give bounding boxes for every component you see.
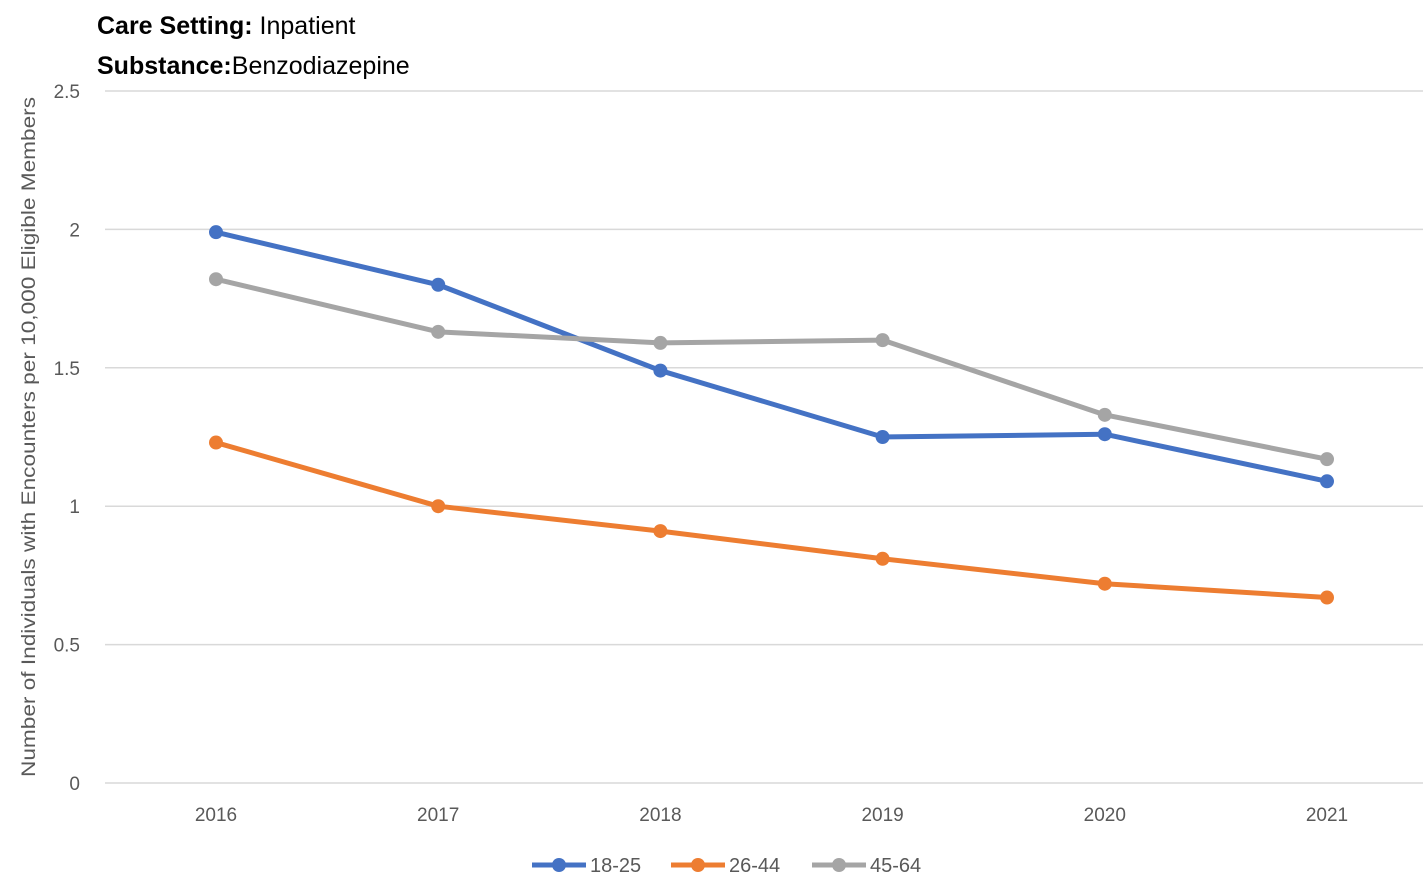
y-axis-ticks: 0 0.5 1 1.5 2 2.5 — [54, 82, 80, 795]
x-tick-label: 2018 — [639, 805, 681, 826]
legend-item-26-44: 26-44 — [671, 855, 780, 874]
legend: 18-25 26-44 45-64 — [532, 855, 921, 874]
data-point-45-64-2021 — [1320, 452, 1334, 467]
substance-row: Substance:Benzodiazepine — [97, 48, 410, 88]
data-point-26-44-2018 — [653, 524, 668, 539]
x-tick-label: 2019 — [861, 805, 903, 826]
legend-swatch-marker — [691, 858, 705, 872]
series-18-25 — [209, 225, 1334, 489]
data-point-26-44-2019 — [875, 551, 890, 566]
series-line-18-25 — [213, 229, 1330, 484]
y-tick-label: 0.5 — [54, 636, 80, 657]
data-point-26-44-2020 — [1097, 576, 1112, 591]
x-axis-ticks: 2016 2017 2018 2019 2020 2021 — [195, 805, 1348, 826]
y-tick-label: 2.5 — [54, 82, 80, 103]
data-point-18-25-2020 — [1097, 427, 1112, 442]
substance-value: Benzodiazepine — [231, 52, 410, 80]
y-axis-label: Number of Individuals with Encounters pe… — [19, 97, 40, 777]
data-point-26-44-2016 — [209, 435, 223, 450]
data-point-18-25-2017 — [431, 277, 446, 292]
series-26-44 — [209, 435, 1334, 605]
data-point-45-64-2020 — [1097, 407, 1112, 422]
y-tick-label: 2 — [69, 220, 80, 241]
y-tick-label: 0 — [69, 774, 80, 795]
data-point-45-64-2016 — [209, 272, 223, 287]
data-point-18-25-2019 — [875, 430, 890, 444]
legend-swatch-marker — [552, 858, 566, 872]
legend-label: 18-25 — [590, 855, 641, 874]
series-line-26-44 — [213, 440, 1330, 601]
x-tick-label: 2021 — [1306, 805, 1348, 826]
data-point-18-25-2016 — [209, 225, 223, 240]
x-tick-label: 2020 — [1084, 805, 1126, 826]
care-setting-row: Care Setting: Inpatient — [97, 8, 410, 48]
chart-header: Care Setting: Inpatient Substance:Benzod… — [97, 8, 410, 88]
series-45-64 — [209, 272, 1334, 467]
data-point-45-64-2018 — [653, 335, 668, 350]
y-tick-label: 1.5 — [54, 359, 80, 380]
data-point-45-64-2019 — [875, 333, 890, 348]
legend-label: 26-44 — [729, 855, 780, 874]
data-point-18-25-2018 — [653, 363, 668, 378]
data-point-26-44-2021 — [1320, 590, 1334, 605]
legend-label: 45-64 — [870, 855, 921, 874]
legend-item-45-64: 45-64 — [812, 855, 921, 874]
data-point-18-25-2021 — [1320, 474, 1334, 489]
legend-item-18-25: 18-25 — [532, 855, 641, 874]
data-point-45-64-2017 — [431, 324, 446, 339]
substance-label: Substance: — [97, 52, 232, 80]
care-setting-value: Inpatient — [259, 12, 356, 40]
care-setting-label: Care Setting: — [97, 12, 253, 40]
y-tick-label: 1 — [69, 497, 80, 518]
legend-swatch-marker — [832, 858, 846, 872]
data-point-26-44-2017 — [431, 499, 446, 514]
series-line-45-64 — [213, 276, 1330, 462]
series-lines — [209, 225, 1334, 605]
gridlines — [105, 90, 1423, 784]
x-tick-label: 2016 — [195, 805, 237, 826]
x-tick-label: 2017 — [417, 805, 459, 826]
